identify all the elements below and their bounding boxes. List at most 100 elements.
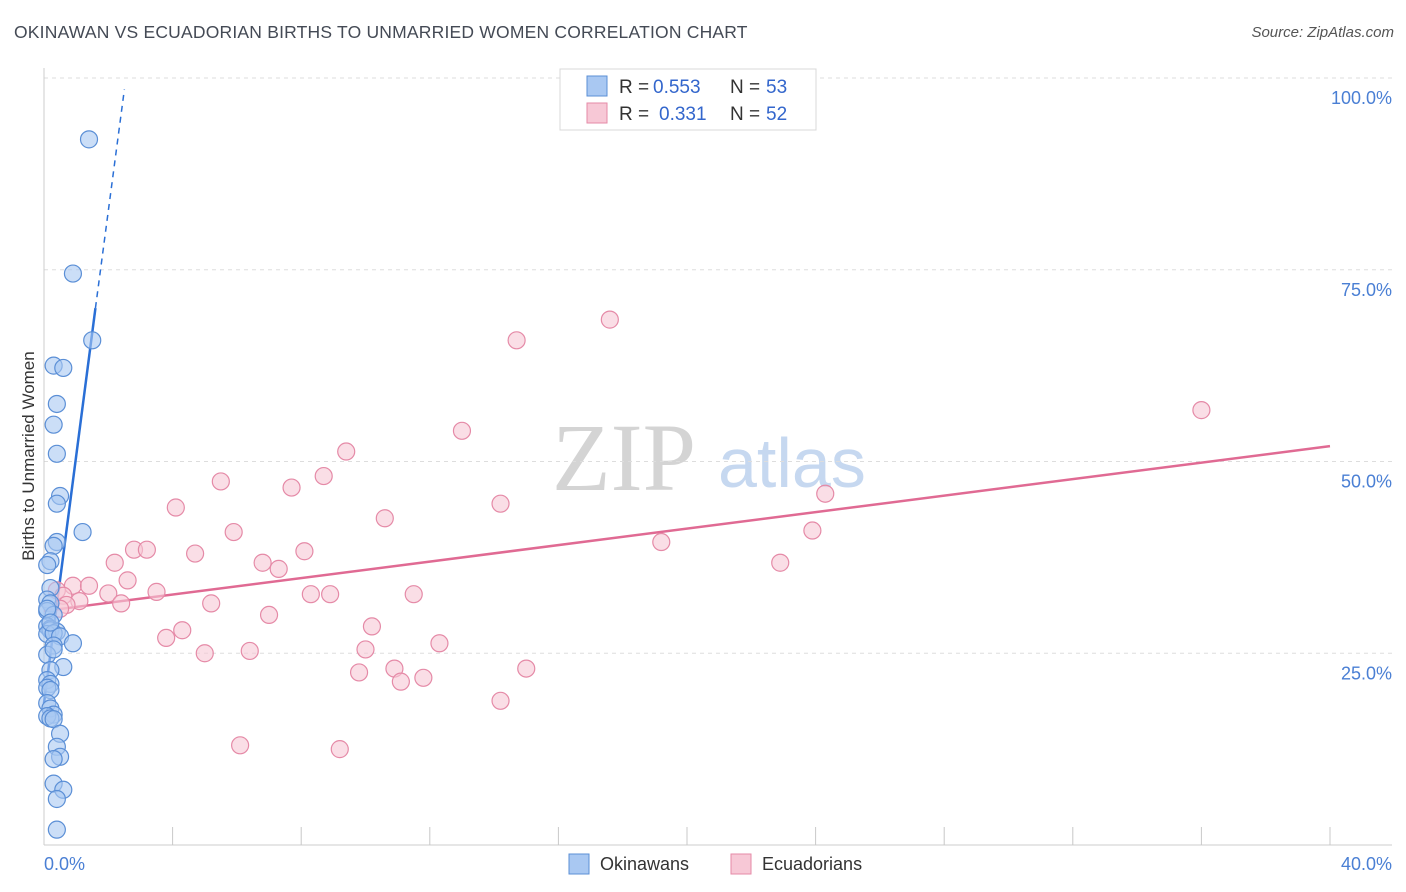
x-tick-label-min: 0.0% bbox=[44, 854, 85, 874]
point-ecuadorians-25 bbox=[79, 576, 99, 595]
trend-line-okinawans-extrapolated bbox=[94, 89, 126, 309]
point-ecuadorians-30 bbox=[301, 585, 320, 604]
point-ecuadorians-10 bbox=[816, 484, 835, 503]
point-okinawans-4 bbox=[54, 358, 73, 378]
point-okinawans-49 bbox=[47, 820, 66, 839]
legend-r-value-ecuadorians: 0.331 bbox=[659, 104, 707, 125]
point-ecuadorians-4 bbox=[337, 442, 356, 461]
point-ecuadorians-39 bbox=[173, 621, 192, 640]
point-ecuadorians-17 bbox=[295, 542, 314, 561]
series-okinawans bbox=[38, 130, 102, 839]
point-ecuadorians-19 bbox=[105, 553, 124, 572]
point-ecuadorians-53 bbox=[330, 740, 349, 759]
trend-lines bbox=[42, 89, 1331, 704]
correlation-legend: R = 0.553 N = 53 R = 0.331 N = 52 bbox=[559, 68, 817, 131]
point-ecuadorians-29 bbox=[147, 582, 166, 601]
point-ecuadorians-22 bbox=[771, 553, 790, 572]
source-label: Source: ZipAtlas.com bbox=[1251, 24, 1394, 41]
point-okinawans-27 bbox=[63, 634, 83, 653]
point-ecuadorians-50 bbox=[517, 659, 536, 678]
watermark: ZIP atlas bbox=[552, 404, 866, 511]
point-okinawans-1 bbox=[63, 264, 83, 283]
point-ecuadorians-3 bbox=[452, 421, 472, 440]
point-okinawans-0 bbox=[79, 130, 99, 149]
grid-lines bbox=[44, 77, 1392, 654]
point-ecuadorians-32 bbox=[404, 585, 423, 604]
x-tick-label-max: 40.0% bbox=[1341, 854, 1392, 874]
bottom-legend-swatch-okinawans bbox=[568, 853, 590, 875]
point-ecuadorians-16 bbox=[137, 540, 156, 559]
chart-title: OKINAWAN VS ECUADORIAN BIRTHS TO UNMARRI… bbox=[14, 22, 748, 42]
legend-r-label-okinawans: R = bbox=[619, 77, 649, 98]
point-okinawans-6 bbox=[44, 415, 63, 434]
legend-n-label-okinawans: N = bbox=[730, 77, 760, 98]
point-ecuadorians-47 bbox=[349, 663, 369, 682]
legend-n-value-ecuadorians: 52 bbox=[766, 104, 787, 125]
point-ecuadorians-40 bbox=[157, 628, 176, 648]
series-ecuadorians bbox=[47, 310, 1211, 759]
bottom-legend-okinawans: Okinawans bbox=[600, 854, 689, 874]
x-tick-labels: 0.0% 40.0% bbox=[44, 854, 1392, 874]
point-ecuadorians-51 bbox=[491, 691, 510, 710]
y-tick-label-2: 75.0% bbox=[1341, 280, 1392, 300]
point-okinawans-10 bbox=[73, 522, 92, 542]
watermark-atlas: atlas bbox=[718, 424, 866, 502]
point-okinawans-52 bbox=[44, 640, 63, 659]
point-ecuadorians-49 bbox=[391, 672, 410, 691]
point-ecuadorians-20 bbox=[253, 553, 272, 572]
y-tick-label-1: 50.0% bbox=[1341, 472, 1392, 492]
point-ecuadorians-23 bbox=[118, 571, 137, 590]
watermark-zip: ZIP bbox=[552, 404, 696, 511]
point-ecuadorians-1 bbox=[507, 331, 526, 350]
point-ecuadorians-7 bbox=[282, 478, 301, 497]
point-ecuadorians-44 bbox=[195, 644, 214, 663]
point-okinawans-9 bbox=[47, 494, 66, 513]
point-okinawans-51 bbox=[41, 613, 60, 632]
legend-swatch-okinawans bbox=[586, 75, 608, 97]
point-ecuadorians-21 bbox=[269, 559, 288, 578]
legend-n-label-ecuadorians: N = bbox=[730, 104, 760, 125]
point-ecuadorians-0 bbox=[600, 310, 619, 329]
legend-swatch-ecuadorians bbox=[586, 102, 608, 124]
point-ecuadorians-2 bbox=[1192, 401, 1211, 420]
data-points bbox=[38, 130, 1211, 839]
point-okinawans-48 bbox=[47, 789, 66, 809]
point-okinawans-14 bbox=[38, 555, 57, 575]
point-okinawans-12 bbox=[44, 536, 63, 555]
point-ecuadorians-31 bbox=[321, 585, 340, 604]
point-ecuadorians-43 bbox=[240, 641, 259, 661]
point-ecuadorians-12 bbox=[224, 522, 243, 542]
point-okinawans-2 bbox=[83, 331, 102, 350]
point-ecuadorians-13 bbox=[803, 521, 822, 540]
point-ecuadorians-34 bbox=[112, 594, 131, 613]
point-ecuadorians-45 bbox=[356, 640, 375, 659]
point-ecuadorians-9 bbox=[166, 498, 185, 517]
point-ecuadorians-8 bbox=[491, 494, 510, 513]
point-ecuadorians-48 bbox=[414, 668, 433, 687]
y-tick-labels: 25.0% 50.0% 75.0% 100.0% bbox=[1331, 88, 1392, 683]
y-tick-label-0: 25.0% bbox=[1341, 663, 1392, 683]
bottom-legend-swatch-ecuadorians bbox=[730, 853, 752, 875]
point-ecuadorians-28 bbox=[99, 584, 118, 603]
legend-n-value-okinawans: 53 bbox=[766, 77, 787, 98]
series-legend: Okinawans Ecuadorians bbox=[568, 853, 862, 875]
point-ecuadorians-42 bbox=[430, 634, 449, 653]
point-ecuadorians-6 bbox=[211, 472, 230, 491]
point-ecuadorians-5 bbox=[314, 466, 333, 486]
point-ecuadorians-41 bbox=[362, 617, 382, 636]
point-ecuadorians-14 bbox=[652, 532, 671, 552]
point-okinawans-45 bbox=[44, 749, 63, 769]
point-ecuadorians-18 bbox=[186, 544, 205, 563]
y-tick-label-3: 100.0% bbox=[1331, 88, 1392, 108]
trend-line-ecuadorians bbox=[43, 444, 1331, 613]
bottom-legend-ecuadorians: Ecuadorians bbox=[762, 854, 862, 874]
legend-r-label-ecuadorians: R = bbox=[619, 104, 649, 125]
point-okinawans-7 bbox=[47, 444, 66, 463]
point-ecuadorians-11 bbox=[375, 509, 394, 528]
point-ecuadorians-52 bbox=[231, 736, 250, 755]
point-ecuadorians-38 bbox=[259, 605, 279, 625]
y-axis-label: Births to Unmarried Women bbox=[19, 351, 38, 560]
point-ecuadorians-35 bbox=[202, 594, 221, 613]
legend-r-value-okinawans: 0.553 bbox=[653, 77, 701, 98]
